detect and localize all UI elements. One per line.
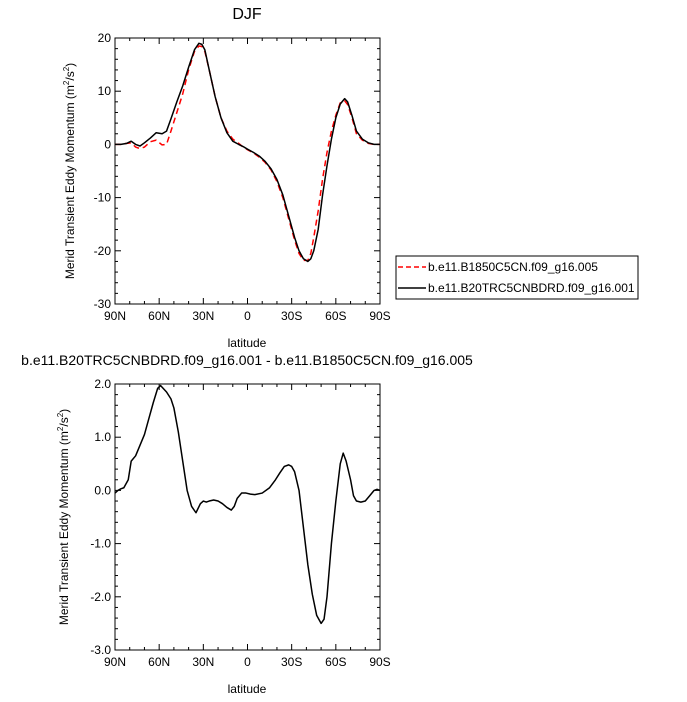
x-axis-label: latitude bbox=[228, 682, 267, 696]
series-line-solid bbox=[114, 384, 381, 625]
y-tick-label: 20 bbox=[98, 31, 112, 45]
x-axis-label: latitude bbox=[228, 336, 267, 350]
y-tick-label: -10 bbox=[94, 191, 112, 205]
y-axis-label: Merid Transient Eddy Momentum (m2/s2) bbox=[56, 409, 71, 625]
y-tick-label: 1.0 bbox=[94, 430, 111, 444]
y-tick-label: -1.0 bbox=[90, 537, 111, 551]
x-tick-label: 90S bbox=[369, 655, 390, 669]
chart-title: DJF bbox=[232, 6, 262, 23]
x-axis-ticks: 90N 60N 30N 0 30S 60S 90S bbox=[104, 38, 391, 323]
panel-top: DJF -30 -20 -10 0 10 20 90N 60N 30N 0 30S 60S 90S l… bbox=[62, 6, 639, 350]
x-tick-label: 30S bbox=[281, 655, 302, 669]
series-line-solid bbox=[115, 42, 380, 263]
x-tick-label: 0 bbox=[244, 309, 251, 323]
plot-frame bbox=[114, 383, 381, 651]
x-tick-label: 90S bbox=[369, 309, 390, 323]
y-tick-label: -20 bbox=[94, 244, 112, 258]
x-tick-label: 30S bbox=[281, 309, 302, 323]
y-tick-label: -2.0 bbox=[90, 590, 111, 604]
y-axis-ticks: -30 -20 -10 0 10 20 bbox=[94, 31, 380, 311]
y-tick-label: -30 bbox=[94, 297, 112, 311]
x-tick-label: 60N bbox=[148, 655, 170, 669]
panel-bottom: b.e11.B20TRC5CNBDRD.f09_g16.001 - b.e11.… bbox=[21, 352, 473, 696]
y-tick-label: -3.0 bbox=[90, 643, 111, 657]
y-tick-label: 0.0 bbox=[94, 483, 111, 497]
x-tick-label: 0 bbox=[244, 655, 251, 669]
y-tick-label: 2.0 bbox=[94, 377, 111, 391]
y-axis-ticks: -3.0 -2.0 -1.0 0.0 1.0 2.0 bbox=[90, 377, 380, 657]
series-line-dashed bbox=[115, 45, 380, 262]
y-tick-label: 10 bbox=[98, 84, 112, 98]
x-axis-ticks: 90N 60N 30N 0 30S 60S 90S bbox=[104, 384, 391, 669]
x-tick-label: 30N bbox=[192, 655, 214, 669]
chart-subtitle: b.e11.B20TRC5CNBDRD.f09_g16.001 - b.e11.… bbox=[21, 352, 473, 368]
x-tick-label: 30N bbox=[192, 309, 214, 323]
x-tick-label: 60N bbox=[148, 309, 170, 323]
x-tick-label: 90N bbox=[104, 309, 126, 323]
x-tick-label: 90N bbox=[104, 655, 126, 669]
y-axis-label: Merid Transient Eddy Momentum (m2/s2) bbox=[62, 63, 77, 279]
x-tick-label: 60S bbox=[325, 309, 346, 323]
x-tick-label: 60S bbox=[325, 655, 346, 669]
series-lines bbox=[114, 384, 381, 625]
legend: b.e11.B1850C5CN.f09_g16.005 b.e11.B20TRC… bbox=[395, 255, 639, 300]
series-lines bbox=[115, 42, 380, 263]
plot-frame bbox=[114, 37, 381, 305]
y-tick-label: 0 bbox=[104, 137, 111, 151]
legend-label-1: b.e11.B1850C5CN.f09_g16.005 bbox=[428, 260, 598, 274]
legend-box bbox=[395, 255, 639, 300]
legend-label-2: b.e11.B20TRC5CNBDRD.f09_g16.001 bbox=[428, 281, 635, 295]
